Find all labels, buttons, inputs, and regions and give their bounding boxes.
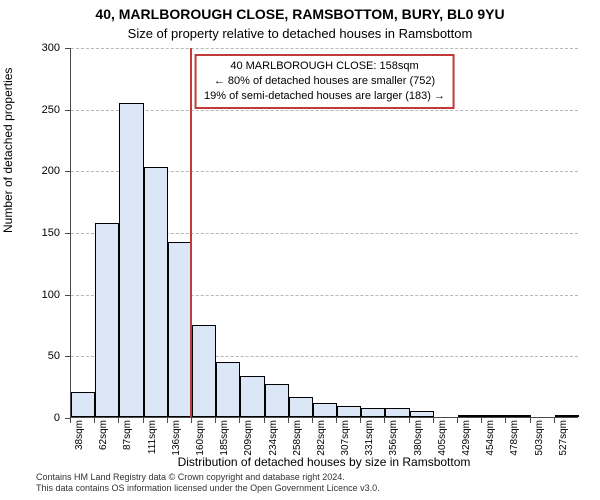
y-tick-label: 150 xyxy=(20,227,60,239)
x-tick-label: 185sqm xyxy=(219,420,230,456)
bar xyxy=(265,384,289,417)
x-tick-mark xyxy=(264,418,265,423)
y-tick-label: 50 xyxy=(20,350,60,362)
x-tick-mark xyxy=(94,418,95,423)
x-tick-mark xyxy=(360,418,361,423)
bar xyxy=(555,415,579,417)
x-tick-label: 62sqm xyxy=(98,420,109,450)
bar xyxy=(385,408,409,417)
x-tick-label: 405sqm xyxy=(437,420,448,456)
x-tick-label: 282sqm xyxy=(316,420,327,456)
x-tick-mark xyxy=(118,418,119,423)
x-tick-label: 87sqm xyxy=(122,420,133,450)
x-tick-mark xyxy=(433,418,434,423)
x-tick-mark xyxy=(336,418,337,423)
bar xyxy=(337,406,361,417)
x-tick-label: 331sqm xyxy=(364,420,375,456)
x-tick-label: 234sqm xyxy=(268,420,279,456)
x-tick-label: 527sqm xyxy=(558,420,569,456)
y-tick-label: 100 xyxy=(20,289,60,301)
bar xyxy=(289,397,313,417)
x-tick-label: 258sqm xyxy=(292,420,303,456)
x-tick-label: 429sqm xyxy=(461,420,472,456)
marker-line xyxy=(190,48,192,417)
x-tick-label: 356sqm xyxy=(388,420,399,456)
bar xyxy=(482,415,506,417)
x-tick-mark xyxy=(70,418,71,423)
bar xyxy=(361,408,385,417)
y-tick-label: 300 xyxy=(20,42,60,54)
x-tick-mark xyxy=(312,418,313,423)
x-tick-mark xyxy=(505,418,506,423)
y-tick-label: 200 xyxy=(20,165,60,177)
x-axis-label: Distribution of detached houses by size … xyxy=(70,455,578,469)
x-tick-label: 478sqm xyxy=(509,420,520,456)
x-tick-label: 380sqm xyxy=(413,420,424,456)
plot-area: 40 MARLBOROUGH CLOSE: 158sqm ← 80% of de… xyxy=(70,48,578,418)
credits-line-1: Contains HM Land Registry data © Crown c… xyxy=(36,472,380,483)
x-tick-mark xyxy=(215,418,216,423)
x-tick-mark xyxy=(288,418,289,423)
bar xyxy=(506,415,530,417)
x-tick-label: 160sqm xyxy=(195,420,206,456)
y-tick-label: 250 xyxy=(20,104,60,116)
x-tick-mark xyxy=(167,418,168,423)
x-tick-mark xyxy=(554,418,555,423)
bar xyxy=(168,242,192,417)
bar xyxy=(410,411,434,417)
x-tick-mark xyxy=(481,418,482,423)
bar xyxy=(119,103,143,418)
bar xyxy=(144,167,168,417)
bar xyxy=(240,376,264,417)
bar xyxy=(458,415,482,417)
chart-title-main: 40, MARLBOROUGH CLOSE, RAMSBOTTOM, BURY,… xyxy=(0,6,600,22)
x-tick-label: 209sqm xyxy=(243,420,254,456)
x-tick-label: 307sqm xyxy=(340,420,351,456)
annotation-line-3: 19% of semi-detached houses are larger (… xyxy=(204,89,445,104)
x-tick-label: 111sqm xyxy=(147,420,158,454)
x-tick-mark xyxy=(409,418,410,423)
bar xyxy=(216,362,240,418)
bar xyxy=(95,223,119,417)
annotation-box: 40 MARLBOROUGH CLOSE: 158sqm ← 80% of de… xyxy=(194,54,455,109)
y-tick-label: 0 xyxy=(20,412,60,424)
x-tick-mark xyxy=(191,418,192,423)
annotation-line-1: 40 MARLBOROUGH CLOSE: 158sqm xyxy=(204,59,445,74)
credits-line-2: This data contains OS information licens… xyxy=(36,483,380,494)
x-tick-mark xyxy=(384,418,385,423)
bar xyxy=(313,403,337,417)
x-tick-mark xyxy=(239,418,240,423)
annotation-line-2: ← 80% of detached houses are smaller (75… xyxy=(204,74,445,89)
y-axis-label: Number of detached properties xyxy=(1,68,15,233)
x-tick-mark xyxy=(530,418,531,423)
bar xyxy=(192,325,216,418)
x-tick-label: 136sqm xyxy=(171,420,182,456)
x-tick-label: 503sqm xyxy=(534,420,545,456)
x-tick-mark xyxy=(457,418,458,423)
chart-title-sub: Size of property relative to detached ho… xyxy=(0,26,600,41)
x-tick-label: 38sqm xyxy=(74,420,85,450)
credits: Contains HM Land Registry data © Crown c… xyxy=(36,472,380,495)
x-tick-label: 454sqm xyxy=(485,420,496,456)
chart-container: 40, MARLBOROUGH CLOSE, RAMSBOTTOM, BURY,… xyxy=(0,0,600,500)
x-tick-mark xyxy=(143,418,144,423)
bar xyxy=(71,392,95,417)
